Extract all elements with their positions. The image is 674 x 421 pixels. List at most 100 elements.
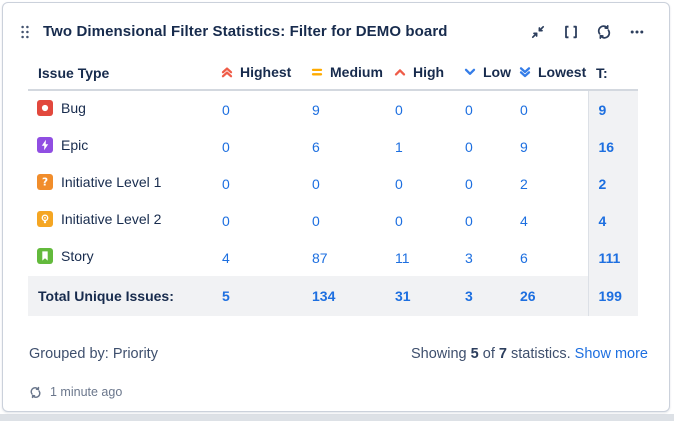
stat-cell[interactable]: 0 xyxy=(395,212,403,229)
table-row-epic: Epic 0 6 1 0 9 16 xyxy=(28,128,638,165)
issue-type-cell: Bug xyxy=(28,90,212,128)
gadget-actions xyxy=(530,24,645,40)
stat-cell[interactable]: 0 xyxy=(520,101,528,118)
row-total-cell[interactable]: 4 xyxy=(587,202,638,239)
showing-prefix: Showing xyxy=(411,346,467,362)
column-header-lowest: Lowest xyxy=(510,64,588,91)
story-icon xyxy=(37,248,53,264)
stat-cell[interactable]: 0 xyxy=(312,212,320,229)
gadget-meta: Grouped by: Priority Showing 5 of 7 stat… xyxy=(29,346,648,362)
showing-statistics: Showing 5 of 7 statistics. Show more xyxy=(411,346,648,362)
showing-suffix: statistics. xyxy=(511,346,571,362)
column-header-total: T: xyxy=(588,64,638,91)
stat-cell[interactable]: 4 xyxy=(222,249,230,266)
stat-cell[interactable]: 0 xyxy=(222,175,230,192)
show-more-link[interactable]: Show more xyxy=(574,346,648,362)
priority-lowest-icon xyxy=(518,65,532,79)
stat-cell[interactable]: 26 xyxy=(510,276,588,316)
priority-low-icon xyxy=(463,65,477,79)
row-total-cell[interactable]: 111 xyxy=(587,239,638,276)
last-refreshed: 1 minute ago xyxy=(29,385,669,399)
issue-type-cell: ? Initiative Level 1 xyxy=(28,165,212,202)
stat-cell[interactable]: 87 xyxy=(312,249,328,266)
showing-total: 7 xyxy=(498,346,507,362)
svg-text:?: ? xyxy=(42,177,48,189)
stat-cell[interactable]: 0 xyxy=(222,138,230,155)
issue-type-cell: Story xyxy=(28,239,212,276)
stat-cell[interactable]: 31 xyxy=(385,276,455,316)
gadget-title: Two Dimensional Filter Statistics: Filte… xyxy=(43,23,448,40)
column-label: High xyxy=(413,64,445,80)
stat-cell[interactable]: 5 xyxy=(212,276,302,316)
page-background-strip xyxy=(0,414,674,421)
issue-type-label: Story xyxy=(61,248,94,264)
column-label: Low xyxy=(483,64,511,80)
table-header-row: Issue Type Highest Medium xyxy=(28,64,638,91)
gadget-card: Two Dimensional Filter Statistics: Filte… xyxy=(2,2,670,412)
table-row-initiative-level-1: ? Initiative Level 1 0 0 0 0 2 2 xyxy=(28,165,638,202)
stat-cell[interactable]: 2 xyxy=(520,175,528,192)
stat-cell[interactable]: 6 xyxy=(520,249,528,266)
gadget-header: Two Dimensional Filter Statistics: Filte… xyxy=(3,3,669,40)
stat-cell[interactable]: 3 xyxy=(455,276,510,316)
column-header-issue-type: Issue Type xyxy=(28,64,212,91)
table-row-bug: Bug 0 9 0 0 0 9 xyxy=(28,90,638,128)
row-total-cell[interactable]: 2 xyxy=(587,165,638,202)
column-header-low: Low xyxy=(455,64,511,91)
stat-cell[interactable]: 9 xyxy=(312,101,320,118)
stat-cell[interactable]: 0 xyxy=(465,138,473,155)
stat-cell[interactable]: 0 xyxy=(465,212,473,229)
grand-total-cell[interactable]: 199 xyxy=(587,276,638,316)
statistics-table: Issue Type Highest Medium xyxy=(28,64,638,316)
grouped-by-label: Grouped by: Priority xyxy=(29,346,158,362)
issue-type-cell: Epic xyxy=(28,128,212,165)
column-label: Medium xyxy=(330,64,383,80)
priority-highest-icon xyxy=(220,65,234,79)
stat-cell[interactable]: 3 xyxy=(465,249,473,266)
column-header-highest: Highest xyxy=(212,64,302,91)
bug-icon xyxy=(37,100,53,116)
stat-cell[interactable]: 0 xyxy=(395,175,403,192)
stat-cell[interactable]: 9 xyxy=(520,138,528,155)
stat-cell[interactable]: 0 xyxy=(222,212,230,229)
stat-cell[interactable]: 0 xyxy=(465,175,473,192)
issue-type-label: Bug xyxy=(61,100,86,116)
issue-type-cell: Initiative Level 2 xyxy=(28,202,212,239)
total-row: Total Unique Issues: 5 134 31 3 26 199 xyxy=(28,276,638,316)
issue-type-label: Epic xyxy=(61,137,89,153)
stat-cell[interactable]: 4 xyxy=(520,212,528,229)
column-label: Highest xyxy=(240,64,292,80)
fullscreen-icon[interactable] xyxy=(563,24,579,40)
total-row-label: Total Unique Issues: xyxy=(28,276,212,316)
column-header-medium: Medium xyxy=(302,64,385,91)
priority-medium-icon xyxy=(310,65,324,79)
stat-cell[interactable]: 0 xyxy=(312,175,320,192)
minimize-icon[interactable] xyxy=(530,24,546,40)
epic-icon xyxy=(37,137,53,153)
stat-cell[interactable]: 1 xyxy=(395,138,403,155)
issue-type-label: Initiative Level 1 xyxy=(61,174,162,190)
priority-high-icon xyxy=(393,65,407,79)
drag-handle-icon[interactable] xyxy=(20,24,30,40)
showing-count: 5 xyxy=(470,346,479,362)
issue-type-label: Initiative Level 2 xyxy=(61,211,162,227)
refresh-icon[interactable] xyxy=(596,24,612,40)
showing-of: of xyxy=(482,346,495,362)
stat-cell[interactable]: 0 xyxy=(222,101,230,118)
stat-cell[interactable]: 0 xyxy=(395,101,403,118)
stat-cell[interactable]: 11 xyxy=(395,249,410,266)
stat-cell[interactable]: 6 xyxy=(312,138,320,155)
more-options-icon[interactable] xyxy=(629,24,645,40)
last-refreshed-text: 1 minute ago xyxy=(50,385,123,399)
row-total-cell[interactable]: 16 xyxy=(587,128,638,165)
initiative1-icon: ? xyxy=(37,174,53,190)
stat-cell[interactable]: 0 xyxy=(465,101,473,118)
row-total-cell[interactable]: 9 xyxy=(587,90,638,128)
column-header-high: High xyxy=(385,64,455,91)
table-row-initiative-level-2: Initiative Level 2 0 0 0 0 4 4 xyxy=(28,202,638,239)
column-label: Lowest xyxy=(538,64,587,80)
table-row-story: Story 4 87 11 3 6 111 xyxy=(28,239,638,276)
initiative2-icon xyxy=(37,211,53,227)
stat-cell[interactable]: 134 xyxy=(302,276,385,316)
refresh-small-icon[interactable] xyxy=(29,386,42,399)
